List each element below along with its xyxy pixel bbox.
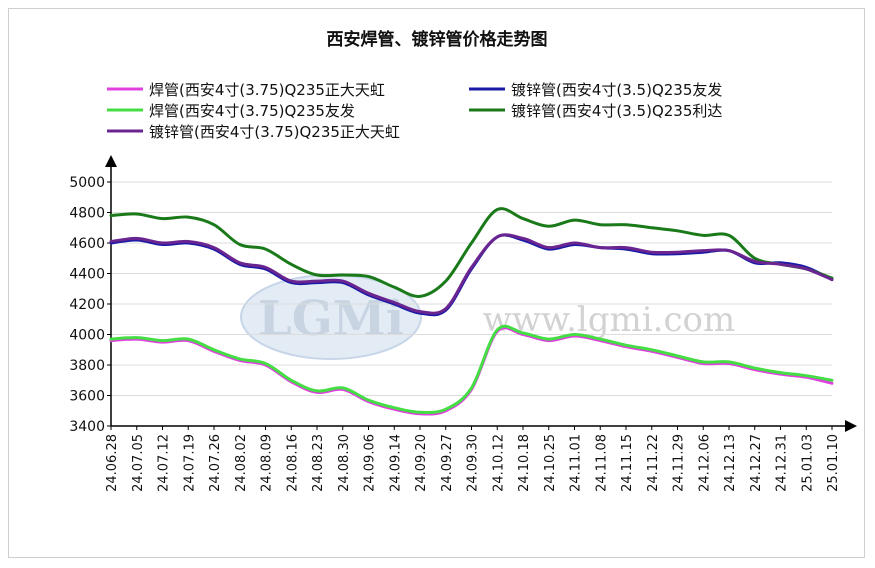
series-line-3 bbox=[109, 324, 834, 414]
x-tick-label: 24.09.27 bbox=[440, 434, 455, 492]
legend-label-2: 镀锌管(西安4寸(3.5)Q235友发 bbox=[511, 81, 722, 99]
y-tick-label: 3600 bbox=[69, 389, 105, 405]
y-tick-label: 4800 bbox=[69, 206, 105, 222]
x-tick-label: 24.12.31 bbox=[775, 434, 790, 492]
x-tick-label: 24.11.22 bbox=[646, 434, 661, 492]
legend-label-3: 焊管(西安4寸(3.75)Q235友发 bbox=[149, 102, 355, 120]
x-tick-label: 24.08.02 bbox=[234, 434, 249, 492]
x-tick-label: 24.09.06 bbox=[363, 434, 378, 492]
legend-label-1: 焊管(西安4寸(3.75)Q235正大天虹 bbox=[149, 81, 385, 99]
x-tick-label: 24.11.15 bbox=[620, 434, 635, 492]
legend-label-4: 镀锌管(西安4寸(3.5)Q235利达 bbox=[511, 102, 722, 120]
series-line-5 bbox=[109, 233, 834, 315]
y-tick-label: 4000 bbox=[69, 328, 105, 344]
x-tick-label: 24.10.12 bbox=[491, 434, 506, 492]
chart-frame: 西安焊管、镀锌管价格走势图 LGMi www.lgmi.com 3400 3600 380… bbox=[8, 8, 865, 558]
x-tick-label: 24.07.26 bbox=[208, 434, 223, 492]
y-tick-label: 4200 bbox=[69, 297, 105, 313]
x-tick-label: 24.08.23 bbox=[311, 434, 326, 492]
x-axis-arrow bbox=[845, 420, 857, 432]
x-tick-label: 24.11.08 bbox=[594, 434, 609, 492]
x-tick-label: 24.08.16 bbox=[285, 434, 300, 492]
x-tick-label: 24.11.29 bbox=[672, 434, 687, 492]
y-tick-label: 3400 bbox=[69, 419, 105, 435]
x-tick-label: 24.09.14 bbox=[388, 434, 403, 492]
x-tick-label: 24.07.19 bbox=[182, 434, 197, 492]
x-tick-label: 25.01.10 bbox=[826, 434, 841, 492]
x-tick-label: 25.01.03 bbox=[800, 434, 815, 492]
x-tick-label: 24.11.01 bbox=[569, 434, 584, 492]
series-line-1 bbox=[109, 326, 834, 416]
x-tick-label: 24.12.06 bbox=[697, 434, 712, 492]
y-tick-label: 5000 bbox=[69, 175, 105, 191]
x-tick-label: 24.10.25 bbox=[543, 434, 558, 492]
chart-title: 西安焊管、镀锌管价格走势图 bbox=[327, 29, 548, 50]
x-tick-label: 24.09.20 bbox=[414, 434, 429, 492]
x-tick-label: 24.06.28 bbox=[105, 434, 120, 492]
x-tick-label: 24.08.30 bbox=[337, 434, 352, 492]
y-axis-arrow bbox=[105, 155, 117, 167]
x-tick-label: 24.12.27 bbox=[749, 434, 764, 492]
x-tick-label: 24.12.13 bbox=[723, 434, 738, 492]
x-tick-label: 24.09.30 bbox=[466, 434, 481, 492]
legend-label-5: 镀锌管(西安4寸(3.75)Q235正大天虹 bbox=[149, 123, 400, 141]
series-line-4 bbox=[109, 207, 834, 298]
x-tick-label: 24.07.12 bbox=[157, 434, 172, 492]
y-tick-label: 4600 bbox=[69, 236, 105, 252]
y-tick-label: 3800 bbox=[69, 358, 105, 374]
x-tick-label: 24.10.18 bbox=[517, 434, 532, 492]
x-tick-label: 24.07.05 bbox=[131, 434, 146, 492]
y-tick-label: 4400 bbox=[69, 267, 105, 283]
x-tick-label: 24.08.09 bbox=[260, 434, 275, 492]
